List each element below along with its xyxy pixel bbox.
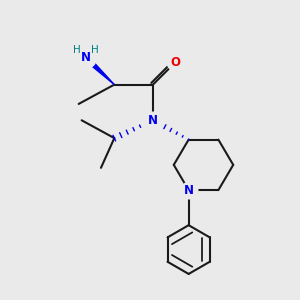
Text: N: N xyxy=(184,184,194,196)
Text: H: H xyxy=(91,44,98,55)
Text: N: N xyxy=(81,51,91,64)
Text: N: N xyxy=(148,114,158,127)
Text: O: O xyxy=(170,56,180,69)
Text: H: H xyxy=(73,44,80,55)
Polygon shape xyxy=(84,56,114,85)
